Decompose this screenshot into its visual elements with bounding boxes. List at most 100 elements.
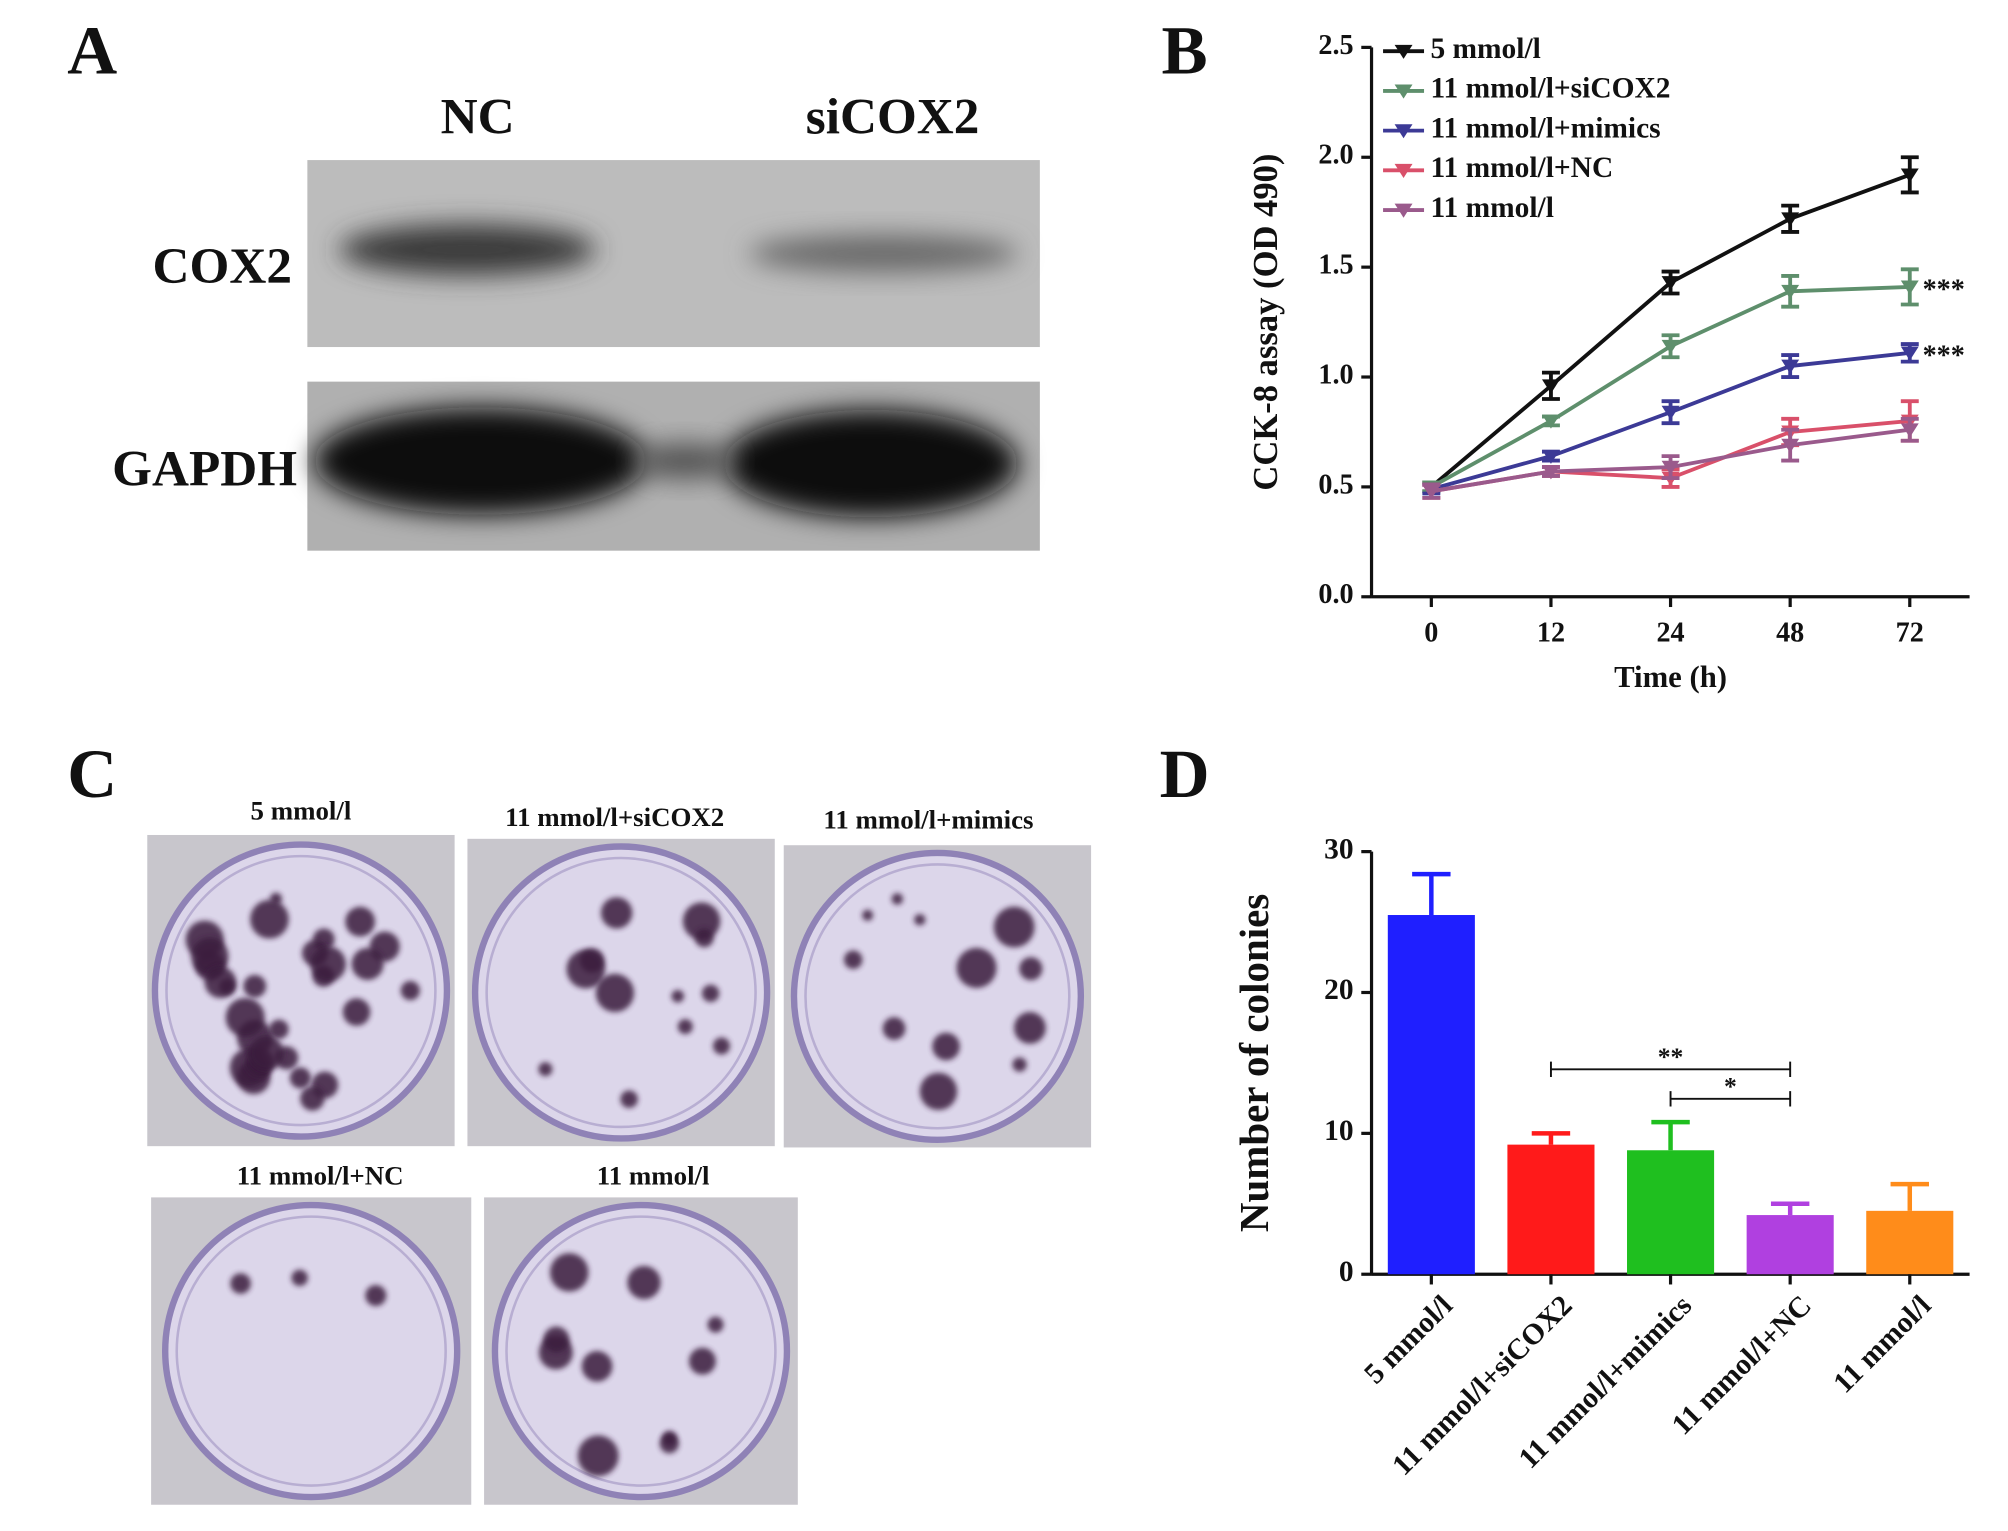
legend-marker — [1394, 203, 1413, 218]
protein-label: COX2 — [153, 238, 292, 295]
error-bar — [1890, 1181, 1929, 1211]
colony — [249, 1035, 284, 1071]
plate-rim — [485, 856, 757, 1129]
colony — [682, 902, 721, 940]
colony — [538, 1062, 553, 1077]
colony — [291, 1269, 308, 1287]
marker — [1900, 346, 1919, 361]
bar — [1387, 915, 1475, 1275]
colony — [345, 906, 376, 937]
legend-label: 11 mmol/l+NC — [1430, 152, 1613, 184]
plate-label: 5 mmol/l — [251, 795, 352, 825]
plate-label: 11 mmol/l — [597, 1160, 710, 1190]
legend-label: 11 mmol/l+mimics — [1430, 112, 1660, 144]
colony — [342, 998, 371, 1026]
x-tick-label: 0 — [1424, 618, 1438, 649]
colony — [932, 1032, 960, 1061]
y-tick-label: 30 — [1324, 833, 1353, 865]
marker — [1781, 359, 1800, 374]
plate-label: 11 mmol/l+siCOX2 — [505, 802, 724, 832]
marker — [1900, 280, 1919, 295]
significance-bracket — [1669, 1091, 1792, 1107]
colony — [688, 1347, 716, 1375]
marker — [1541, 414, 1560, 429]
significance: *** — [1923, 275, 1965, 306]
y-axis-label: CCK-8 assay (OD 490) — [1247, 154, 1285, 491]
y-tick-label: 1.5 — [1318, 250, 1353, 281]
panel-letter: C — [67, 735, 117, 812]
panel-letter: D — [1160, 735, 1210, 812]
y-tick-label: 2.0 — [1318, 140, 1353, 171]
y-tick-label: 2.5 — [1318, 30, 1353, 61]
colony — [250, 899, 289, 939]
colony — [566, 949, 606, 989]
panel-letter: A — [67, 12, 117, 89]
colony — [577, 1435, 619, 1477]
significance: *** — [1923, 340, 1965, 371]
colony — [919, 1072, 958, 1111]
colony — [713, 1037, 731, 1055]
colony — [914, 914, 926, 926]
colony — [225, 997, 265, 1037]
bar — [1627, 1150, 1715, 1275]
marker — [1781, 284, 1800, 299]
plate-rim — [804, 863, 1071, 1130]
colony — [677, 1019, 693, 1035]
marker — [1661, 460, 1680, 475]
plate-rim — [175, 1215, 447, 1487]
y-tick-label: 0.0 — [1318, 579, 1353, 610]
marker — [1781, 212, 1800, 227]
error-bar — [1651, 1119, 1690, 1151]
colony — [543, 1326, 570, 1353]
significance: ** — [1658, 1042, 1684, 1071]
colony — [289, 1067, 311, 1089]
marker — [1781, 438, 1800, 453]
colony — [595, 973, 635, 1013]
y-tick-label: 20 — [1324, 974, 1353, 1006]
colony — [659, 1434, 679, 1454]
legend-label: 11 mmol/l — [1430, 192, 1553, 224]
marker — [1661, 405, 1680, 420]
plate — [491, 1201, 791, 1501]
x-tick-label: 48 — [1776, 618, 1804, 649]
error-bar — [1531, 1131, 1571, 1145]
plate-rim — [505, 1215, 777, 1487]
bar — [1866, 1210, 1954, 1275]
marker — [1541, 379, 1560, 394]
legend-label: 5 mmol/l — [1430, 33, 1540, 65]
x-tick-label: 72 — [1896, 618, 1924, 649]
colony — [882, 1017, 906, 1040]
marker — [1541, 449, 1560, 464]
colony — [862, 909, 874, 921]
colony — [310, 946, 346, 982]
colony — [230, 1273, 251, 1294]
x-tick-label: 11 mmol/l — [1827, 1290, 1937, 1400]
colony — [400, 981, 420, 1001]
plate-label: 11 mmol/l+NC — [237, 1160, 404, 1190]
marker — [1661, 276, 1680, 291]
plate — [161, 1201, 461, 1501]
significance: * — [1724, 1071, 1737, 1100]
colony — [581, 1351, 613, 1382]
x-axis-label: Time (h) — [1614, 660, 1727, 694]
western-blot — [307, 160, 1040, 551]
colony — [1019, 957, 1043, 981]
bar — [1507, 1144, 1595, 1275]
legend-label: 11 mmol/l+siCOX2 — [1430, 73, 1670, 105]
significance-bracket — [1549, 1061, 1792, 1078]
legend-marker — [1394, 163, 1413, 179]
colony — [269, 1019, 289, 1039]
colony — [1012, 1057, 1027, 1072]
colony — [191, 937, 229, 975]
colony — [993, 906, 1035, 948]
x-tick-label: 12 — [1537, 618, 1565, 649]
colony — [627, 1265, 661, 1300]
marker — [1900, 168, 1919, 183]
marker — [1541, 465, 1560, 480]
bar — [1746, 1215, 1834, 1275]
error-bar — [1770, 1201, 1810, 1216]
colony — [891, 893, 904, 905]
colony — [600, 897, 633, 929]
colony — [694, 928, 714, 948]
